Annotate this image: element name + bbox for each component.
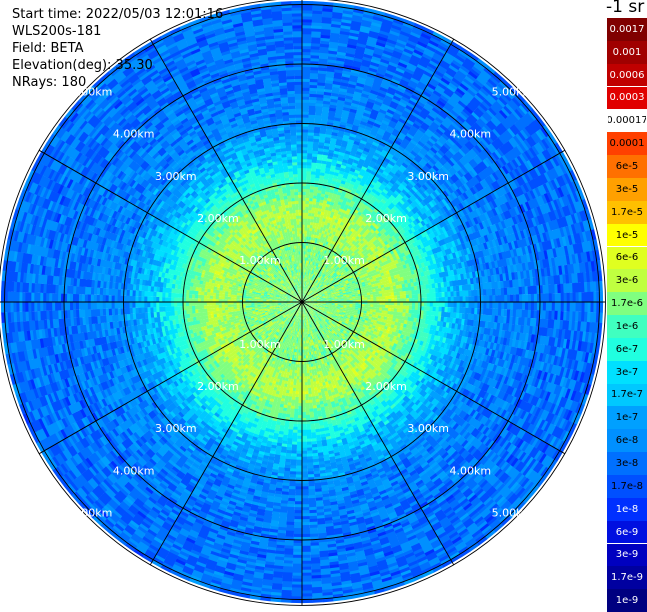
ppi-plot: 1.00km1.00km1.00km1.00km2.00km2.00km2.00… bbox=[0, 0, 647, 607]
